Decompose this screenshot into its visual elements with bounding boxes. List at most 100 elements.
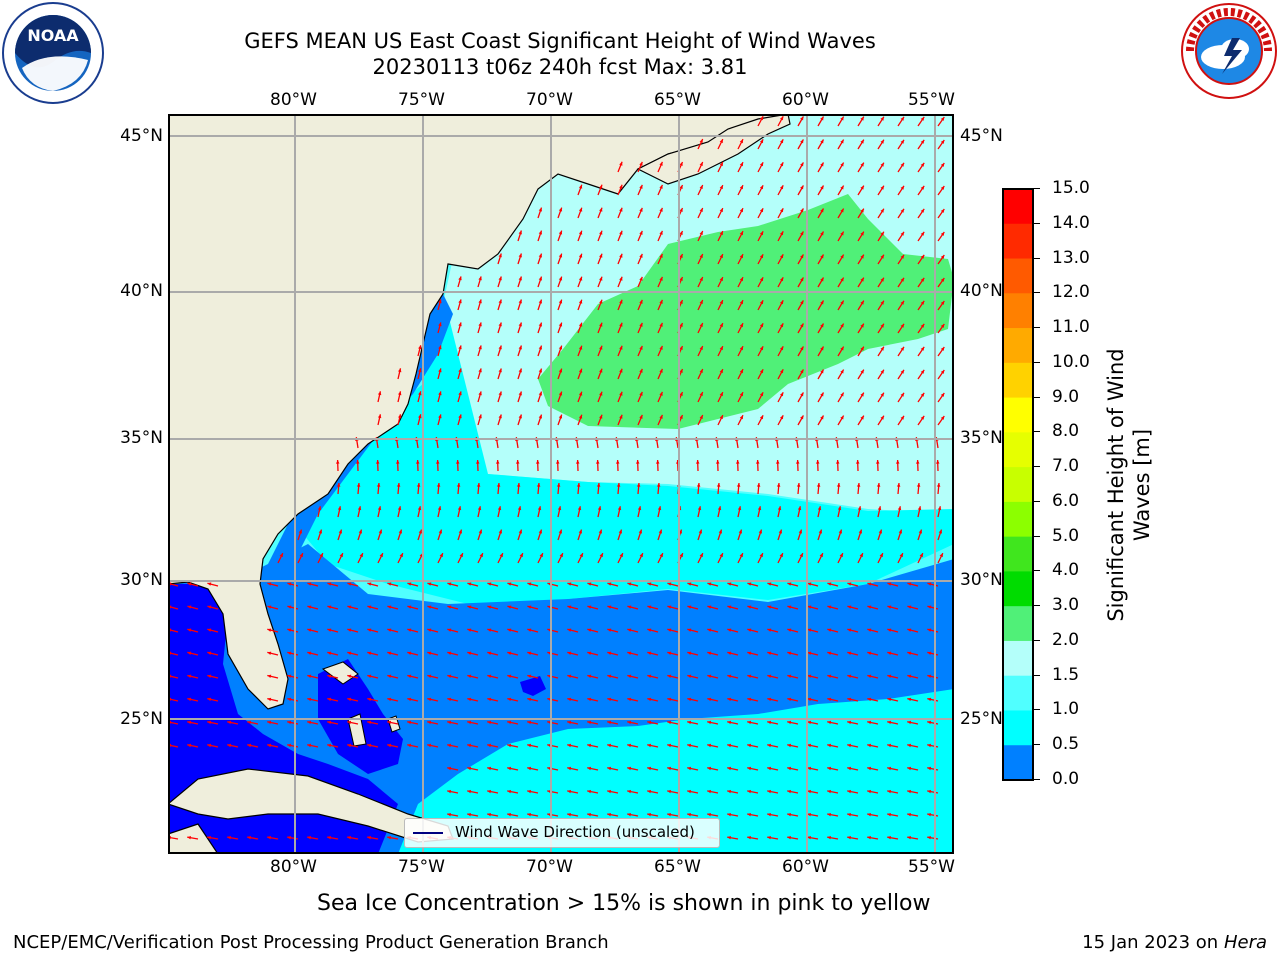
wave-direction-arrowhead	[427, 720, 432, 725]
colorbar-tick-label: 14.0	[1052, 212, 1090, 233]
wave-direction-arrowhead	[619, 345, 623, 350]
wave-direction-arrowhead	[518, 276, 522, 281]
wave-direction-arrowhead	[679, 369, 683, 373]
wave-direction-arrowhead	[619, 414, 623, 419]
wave-direction-arrowhead	[679, 254, 683, 258]
wave-direction-arrowhead	[936, 483, 941, 487]
wave-direction-arrowhead	[927, 582, 932, 586]
colorbar-tick	[1034, 639, 1040, 641]
wave-direction-arrowhead	[800, 208, 804, 213]
wave-direction-arrowhead	[820, 415, 824, 420]
wave-direction-arrowhead	[458, 345, 462, 350]
wave-direction-arrowhead	[347, 743, 352, 748]
wave-direction-arrowhead	[599, 553, 603, 558]
wave-direction-arrowhead	[187, 836, 191, 840]
colorbar-tick	[1034, 674, 1040, 676]
wave-direction-arrowhead	[787, 605, 792, 609]
wave-direction-arrowhead	[739, 162, 743, 167]
wave-direction-arrowhead	[719, 277, 723, 282]
wave-direction-arrowhead	[447, 789, 452, 794]
wave-direction-arrowhead	[787, 743, 792, 748]
wave-direction-arrowhead	[427, 628, 432, 632]
wave-direction-arrowhead	[407, 720, 412, 725]
wave-direction-arrowhead	[538, 322, 542, 327]
wave-direction-arrowhead	[207, 582, 212, 586]
wave-direction-arrowhead	[379, 553, 383, 558]
wave-direction-arrowhead	[699, 254, 703, 258]
wave-direction-arrowhead	[556, 483, 561, 487]
sea-ice-note: Sea Ice Concentration > 15% is shown in …	[317, 891, 931, 916]
wave-direction-arrowhead	[787, 628, 792, 632]
wave-direction-arrowhead	[367, 582, 372, 586]
wave-direction-arrowhead	[478, 368, 482, 373]
wave-direction-arrowhead	[367, 743, 372, 748]
colorbar-segment	[1003, 362, 1033, 399]
wave-direction-arrowhead	[327, 628, 332, 632]
wave-direction-arrowhead	[847, 743, 852, 748]
wave-direction-arrowhead	[880, 254, 884, 259]
wave-direction-arrowhead	[498, 414, 502, 419]
wave-direction-arrowhead	[307, 651, 312, 655]
wave-direction-arrowhead	[787, 813, 791, 817]
wave-direction-arrowhead	[607, 766, 612, 771]
wave-direction-arrowhead	[820, 254, 824, 259]
map-frame	[168, 114, 954, 854]
colorbar-segment	[1003, 258, 1033, 294]
wave-direction-arrowhead	[907, 651, 912, 655]
wave-direction-arrowhead	[787, 766, 792, 771]
wave-direction-arrowhead	[647, 697, 652, 702]
wave-direction-arrowhead	[880, 346, 884, 351]
wave-direction-arrowhead	[927, 628, 932, 632]
wave-direction-arrowhead	[759, 116, 764, 121]
wave-direction-arrowhead	[759, 254, 764, 259]
wave-direction-arrowhead	[498, 368, 502, 373]
wave-direction-arrowhead	[659, 553, 663, 558]
wave-direction-arrowhead	[247, 743, 252, 748]
wave-direction-arrowhead	[578, 529, 582, 534]
wave-direction-arrowhead	[587, 813, 591, 817]
colorbar-segment	[1003, 710, 1033, 746]
sargasso-patch	[520, 676, 546, 696]
wave-direction-arrowhead	[920, 162, 925, 167]
wave-direction-arrowhead	[627, 697, 632, 702]
wave-direction-arrowhead	[418, 414, 422, 419]
wave-direction-arrowhead	[596, 483, 601, 487]
wave-direction-arrowhead	[516, 460, 520, 464]
wave-direction-arrowhead	[359, 553, 363, 558]
wave-direction-arrowhead	[707, 674, 712, 678]
wave-direction-arrowhead	[319, 553, 323, 558]
wave-direction-arrowhead	[739, 346, 743, 351]
wave-direction-arrowhead	[816, 483, 821, 487]
wave-direction-arrowhead	[437, 506, 442, 511]
wave-direction-arrowhead	[867, 628, 872, 632]
wave-direction-arrowhead	[367, 605, 372, 609]
wave-direction-arrowhead	[377, 391, 382, 396]
wave-direction-arrowhead	[679, 277, 683, 281]
wave-direction-arrowhead	[518, 414, 522, 419]
wave-direction-arrowhead	[447, 605, 452, 609]
wave-direction-arrowhead	[187, 720, 192, 725]
wave-direction-arrowhead	[759, 185, 764, 190]
wave-direction-arrowhead	[780, 415, 784, 420]
wave-direction-arrowhead	[739, 553, 743, 558]
wave-direction-arrowhead	[287, 743, 292, 748]
wave-direction-arrowhead	[807, 628, 812, 632]
wave-direction-arrowhead	[227, 743, 232, 748]
wave-direction-arrowhead	[907, 743, 912, 748]
wave-direction-arrowhead	[807, 582, 812, 586]
colorbar-segment	[1003, 606, 1033, 642]
wave-direction-arrowhead	[478, 529, 482, 534]
wave-direction-arrowhead	[507, 813, 511, 817]
lon-label-bottom: 75°W	[398, 857, 445, 877]
wave-direction-arrowhead	[287, 720, 292, 725]
wave-direction-arrowhead	[498, 299, 502, 304]
wave-direction-arrowhead	[739, 415, 743, 420]
wave-direction-arrowhead	[687, 605, 692, 609]
colorbar-segment	[1003, 328, 1033, 364]
wave-direction-arrowhead	[538, 230, 542, 235]
wave-direction-arrowhead	[820, 300, 824, 305]
wave-direction-arrowhead	[900, 300, 904, 305]
wave-direction-arrowhead	[907, 605, 912, 609]
wave-direction-arrowhead	[887, 674, 892, 678]
wave-direction-arrowhead	[407, 743, 412, 748]
